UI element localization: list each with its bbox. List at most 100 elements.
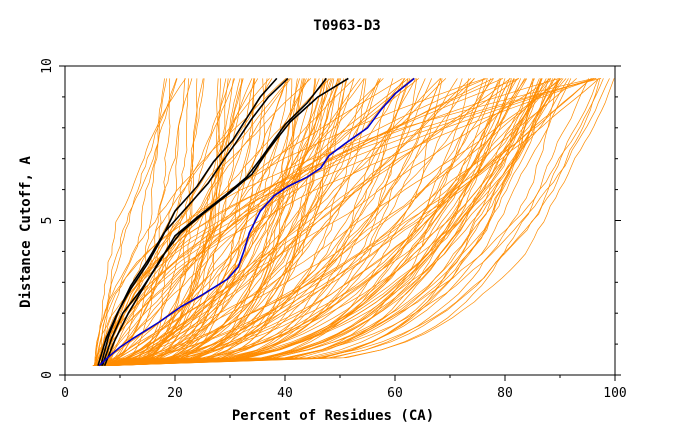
model-curve [103,78,510,367]
model-curve [109,78,331,366]
x-tick-label: 80 [497,386,513,401]
model-curve [100,78,293,367]
model-curve [93,78,488,367]
model-curve [94,78,486,366]
model-curve [94,78,287,366]
model-curve [102,78,543,367]
model-curve [103,78,426,367]
model-curve [92,78,255,367]
model-curve [100,78,307,367]
model-curve [100,78,572,367]
model-curve [106,78,253,367]
model-curve [104,78,592,367]
model-curve [99,78,441,367]
model-curve [101,78,596,366]
model-curve [96,78,232,366]
model-curve [111,78,556,367]
model-curve [95,78,300,367]
model-curve [93,78,381,367]
model-curve [100,78,298,367]
model-curve [103,78,534,367]
model-curve [104,78,409,366]
model-curve [103,78,365,367]
model-curve [102,78,178,366]
model-curve [110,78,542,367]
model-curve [95,78,171,367]
y-axis-label: Distance Cutoff, A [18,156,34,308]
model-curve [94,78,165,366]
model-curve [99,78,205,367]
model-curve [111,78,543,367]
model-curve [100,78,198,367]
x-tick-label: 0 [61,386,69,401]
model-curve [105,78,268,367]
model-curve [108,78,287,366]
model-curve [93,78,241,367]
model-curve [108,78,409,367]
model-curve [96,78,528,367]
model-curve [103,78,518,367]
model-curve [106,78,535,367]
model-curve [96,78,177,366]
model-curve [105,78,542,367]
model-curve [98,78,365,367]
model-curve [103,78,550,367]
model-curve [93,78,500,367]
y-tick-label: 5 [40,217,55,225]
model-curve [103,78,288,367]
x-tick-label: 40 [277,386,293,401]
x-axis-label: Percent of Residues (CA) [232,408,434,424]
model-curve [110,78,305,367]
model-curve [102,78,560,367]
model-curve [95,78,561,367]
model-curve [107,78,558,367]
model-curve [97,78,256,367]
model-curve [109,78,355,367]
model-curve [108,78,333,367]
model-curve [98,78,229,367]
model-curve [111,78,442,367]
x-tick-label: 100 [603,386,626,401]
y-tick-label: 0 [40,371,55,379]
chart-title: T0963-D3 [313,18,380,34]
model-curve [102,78,339,367]
model-curve [102,78,615,367]
y-tick-label: 10 [40,58,55,74]
model-curve [93,78,597,366]
model-curve [106,78,494,367]
model-curve [98,78,506,367]
plot-area [92,77,615,367]
model-curve [106,78,380,367]
model-curve [103,78,433,367]
model-curve [104,78,599,367]
model-curve [102,78,411,367]
model-curve [104,78,220,367]
model-curve [98,78,273,366]
model-curve [108,78,405,367]
model-curve [93,78,511,367]
model-curve [103,78,596,366]
model-curve [105,78,347,367]
model-curve [95,78,512,367]
axis-ticks: 0 20 40 60 80 100 0 5 10 [40,58,627,401]
model-curve [106,78,335,367]
model-curve [102,78,561,367]
model-curve [109,78,569,367]
model-curve [94,78,348,367]
model-curve [95,78,186,366]
highlight-model-curve [103,77,349,366]
model-curve [102,78,502,367]
model-curve [99,78,168,367]
model-curve [104,78,589,367]
x-tick-label: 60 [387,386,403,401]
model-curve [100,78,303,367]
model-curve [96,78,443,367]
model-curve [100,78,551,366]
model-curve [102,78,405,367]
reference-model-curve [98,77,415,367]
model-curve [97,78,394,367]
model-curve [105,78,511,367]
model-curve [100,78,601,367]
model-curve [110,78,234,367]
